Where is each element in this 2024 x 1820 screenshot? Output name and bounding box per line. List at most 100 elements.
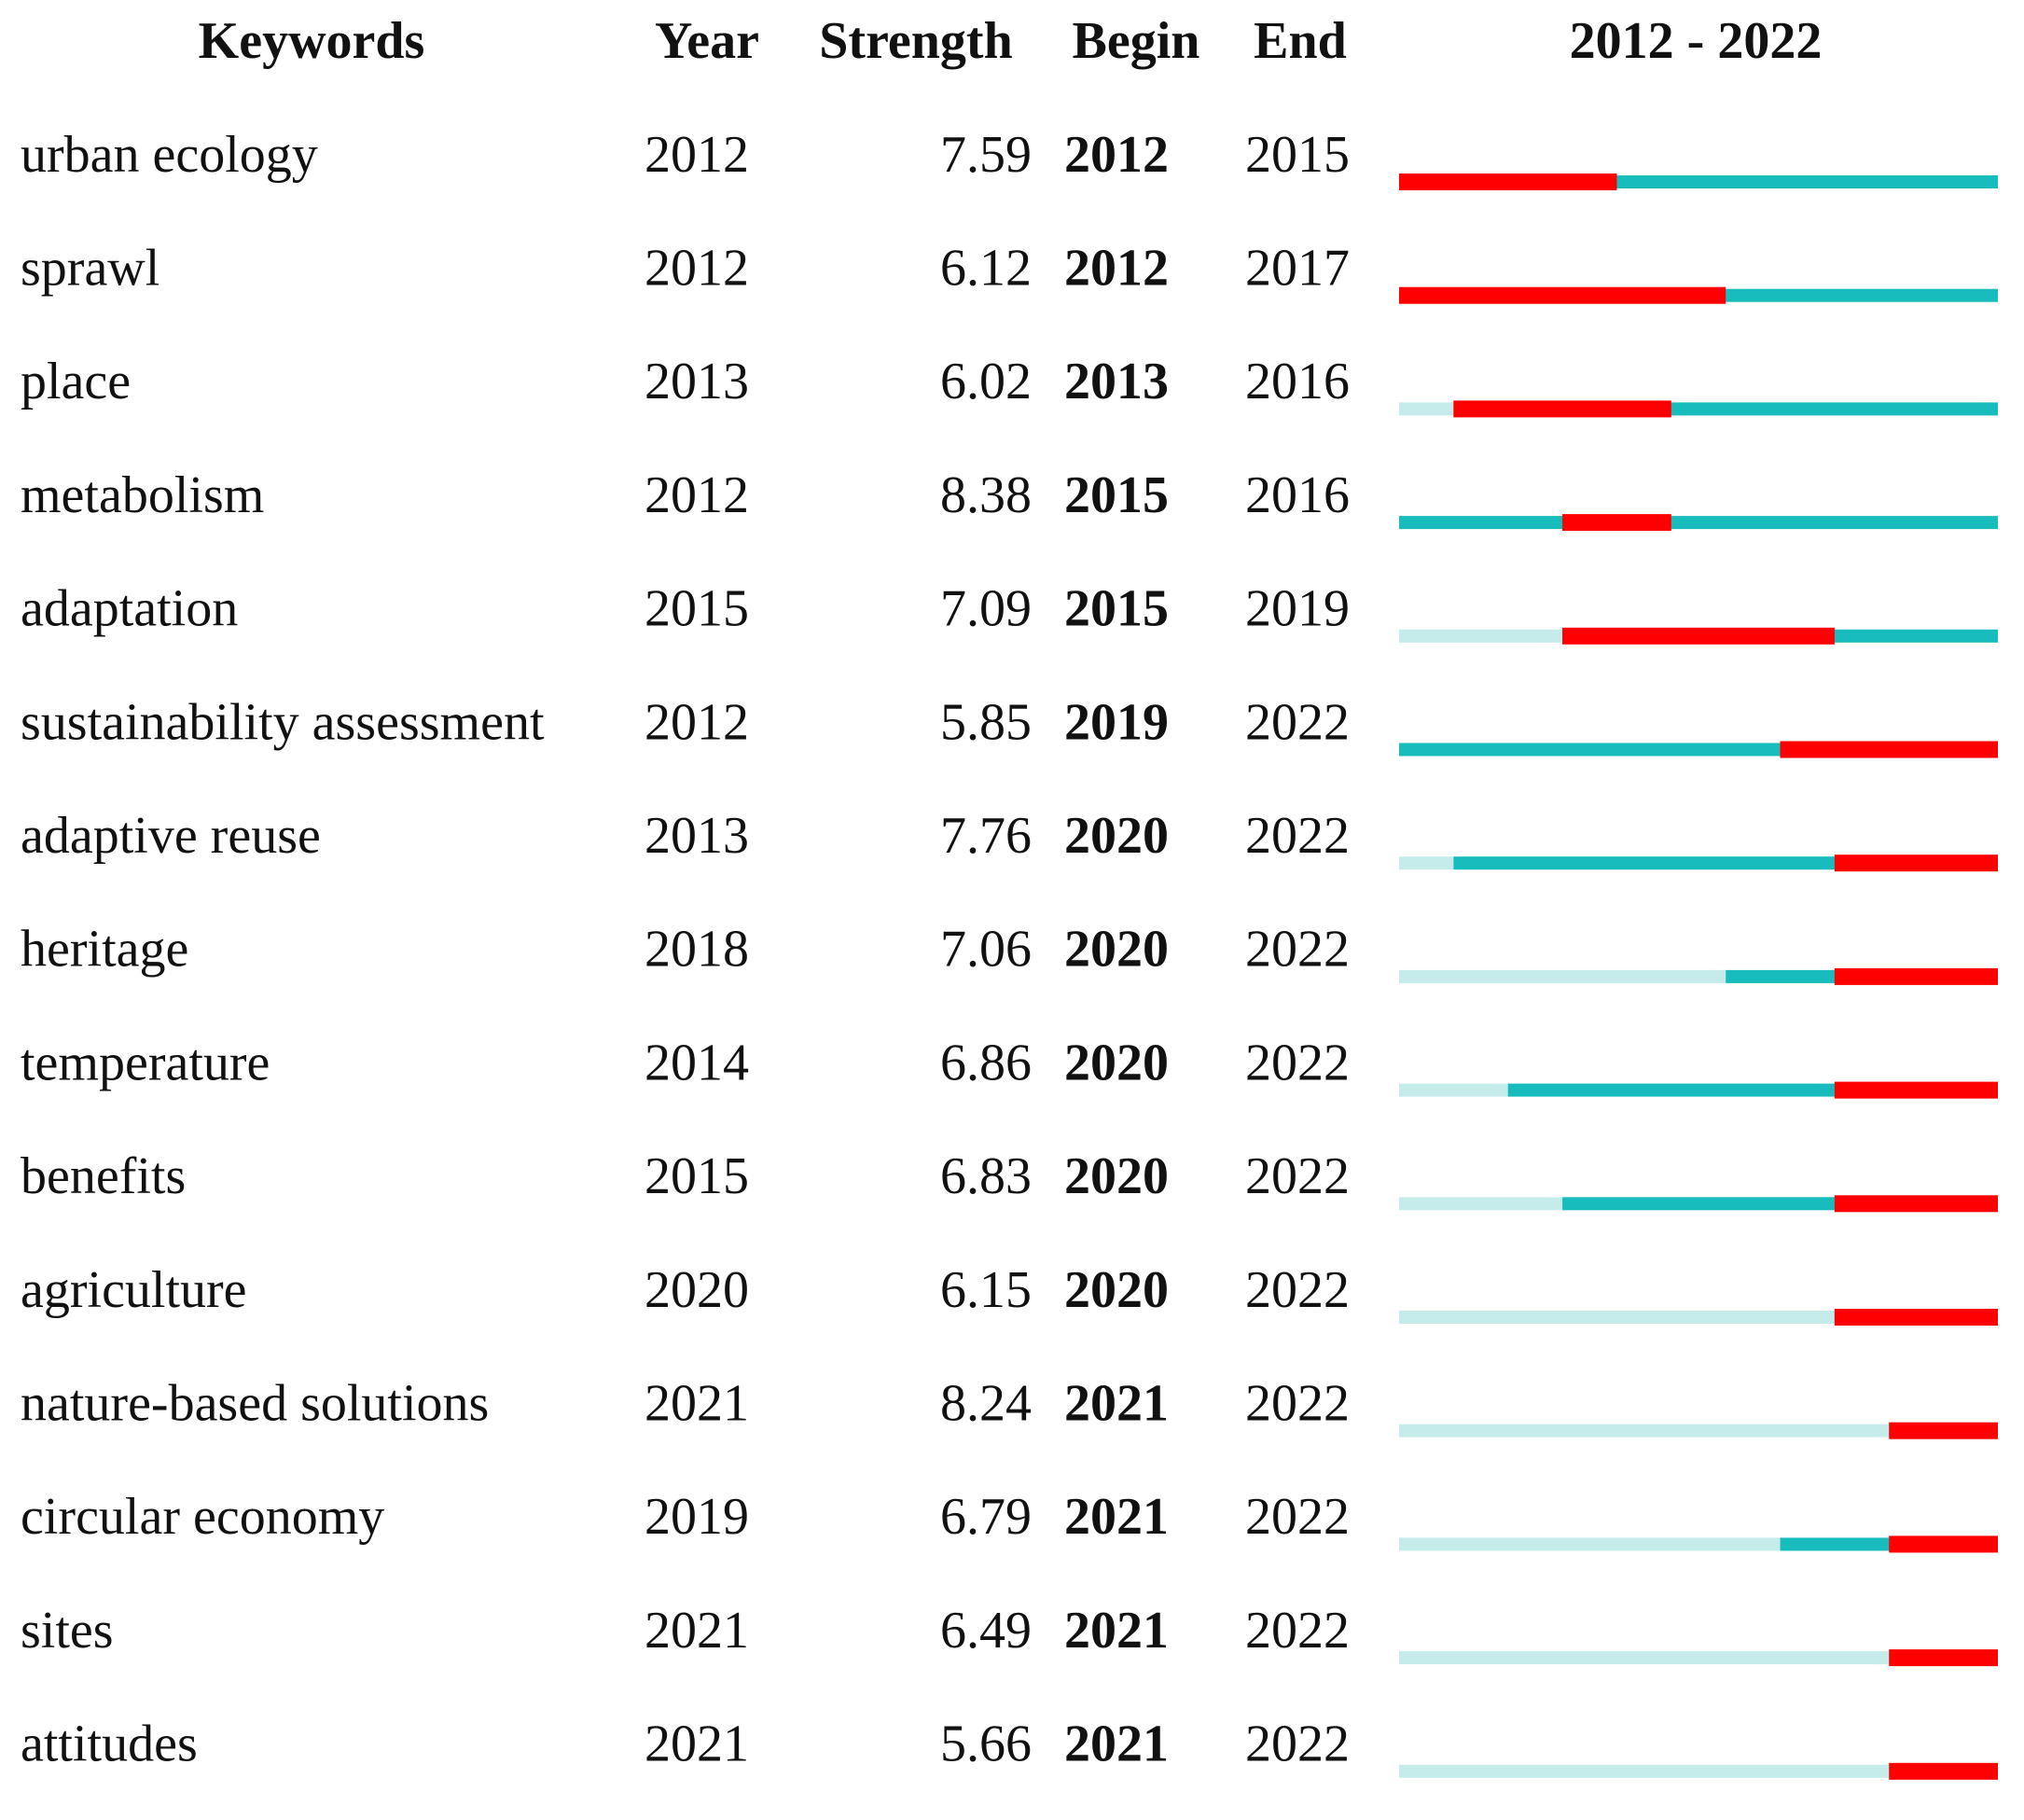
strength: 6.83 <box>940 1147 1032 1205</box>
strength: 6.12 <box>940 240 1032 298</box>
year: 2020 <box>645 1261 749 1319</box>
end: 2022 <box>1245 807 1350 865</box>
strength: 6.86 <box>940 1034 1032 1091</box>
year: 2021 <box>645 1375 749 1433</box>
strength: 7.76 <box>940 807 1032 865</box>
end: 2016 <box>1245 353 1350 410</box>
keyword: benefits <box>21 1147 186 1205</box>
keyword: agriculture <box>21 1261 247 1319</box>
header-end: End <box>1254 12 1347 70</box>
year: 2021 <box>645 1602 749 1660</box>
strength: 7.09 <box>940 580 1032 638</box>
burst-segment <box>1834 1081 1998 1099</box>
header-year: Year <box>655 12 759 70</box>
pre-appearance-segment <box>1399 856 1454 870</box>
end: 2022 <box>1245 693 1350 751</box>
burst-segment <box>1399 286 1726 304</box>
pre-appearance-segment <box>1399 1311 1835 1324</box>
end: 2022 <box>1245 1034 1350 1091</box>
begin: 2021 <box>1064 1488 1169 1546</box>
burst-segment <box>1453 400 1671 418</box>
keyword: metabolism <box>21 466 264 524</box>
strength: 6.49 <box>940 1602 1032 1660</box>
pre-appearance-segment <box>1399 1083 1508 1097</box>
strength: 6.79 <box>940 1488 1032 1546</box>
year: 2013 <box>645 353 749 410</box>
pre-appearance-segment <box>1399 1197 1563 1211</box>
burst-segment <box>1834 854 1998 872</box>
header-begin: Begin <box>1073 12 1200 70</box>
year: 2019 <box>645 1488 749 1546</box>
begin: 2012 <box>1064 240 1169 298</box>
year: 2012 <box>645 126 749 184</box>
end: 2022 <box>1245 1147 1350 1205</box>
strength: 8.24 <box>940 1375 1032 1433</box>
begin: 2015 <box>1064 466 1169 524</box>
burst-segment <box>1562 627 1835 645</box>
begin: 2020 <box>1064 1147 1169 1205</box>
burst-segment <box>1834 1195 1998 1213</box>
end: 2015 <box>1245 126 1350 184</box>
end: 2022 <box>1245 1488 1350 1546</box>
burst-segment <box>1399 174 1617 190</box>
year: 2015 <box>645 580 749 638</box>
strength: 7.59 <box>940 126 1032 184</box>
pre-appearance-segment <box>1399 1651 1890 1665</box>
strength: 5.85 <box>940 693 1032 751</box>
year: 2014 <box>645 1034 749 1091</box>
end: 2019 <box>1245 580 1350 638</box>
begin: 2015 <box>1064 580 1169 638</box>
begin: 2019 <box>1064 693 1169 751</box>
burst-segment <box>1834 1309 1998 1326</box>
pre-appearance-segment <box>1399 1537 1781 1551</box>
pre-appearance-segment <box>1399 1764 1890 1778</box>
keyword: sustainability assessment <box>21 693 545 751</box>
year: 2012 <box>645 240 749 298</box>
end: 2022 <box>1245 1261 1350 1319</box>
begin: 2021 <box>1064 1375 1169 1433</box>
keyword: sites <box>21 1602 114 1660</box>
keyword: attitudes <box>21 1716 198 1773</box>
begin: 2020 <box>1064 921 1169 979</box>
burst-segment <box>1889 1649 1998 1667</box>
strength: 8.38 <box>940 466 1032 524</box>
header-keywords: Keywords <box>199 12 425 70</box>
burst-segment <box>1889 1535 1998 1553</box>
end: 2017 <box>1245 240 1350 298</box>
begin: 2021 <box>1064 1716 1169 1773</box>
pre-appearance-segment <box>1399 1424 1890 1438</box>
year: 2012 <box>645 693 749 751</box>
burst-segment <box>1889 1762 1998 1780</box>
strength: 6.02 <box>940 353 1032 410</box>
strength: 6.15 <box>940 1261 1032 1319</box>
keyword: nature-based solutions <box>21 1375 489 1433</box>
begin: 2013 <box>1064 353 1169 410</box>
end: 2022 <box>1245 1375 1350 1433</box>
present-segment <box>1399 516 1998 530</box>
burst-segment <box>1562 514 1671 532</box>
keyword: temperature <box>21 1034 270 1091</box>
end: 2022 <box>1245 1602 1350 1660</box>
begin: 2020 <box>1064 807 1169 865</box>
keyword: circular economy <box>21 1488 384 1546</box>
keyword: adaptation <box>21 580 238 638</box>
year: 2012 <box>645 466 749 524</box>
pre-appearance-segment <box>1399 969 1726 983</box>
year: 2013 <box>645 807 749 865</box>
burst-segment <box>1780 741 1998 758</box>
burst-segment <box>1834 967 1998 985</box>
header-strength: Strength <box>819 12 1012 70</box>
end: 2016 <box>1245 466 1350 524</box>
begin: 2012 <box>1064 126 1169 184</box>
burst-segment <box>1889 1422 1998 1439</box>
strength: 7.06 <box>940 921 1032 979</box>
begin: 2021 <box>1064 1602 1169 1660</box>
year: 2021 <box>645 1716 749 1773</box>
begin: 2020 <box>1064 1261 1169 1319</box>
end: 2022 <box>1245 1716 1350 1773</box>
keyword: place <box>21 353 131 410</box>
keyword: heritage <box>21 921 188 979</box>
keyword: urban ecology <box>21 126 318 184</box>
begin: 2020 <box>1064 1034 1169 1091</box>
